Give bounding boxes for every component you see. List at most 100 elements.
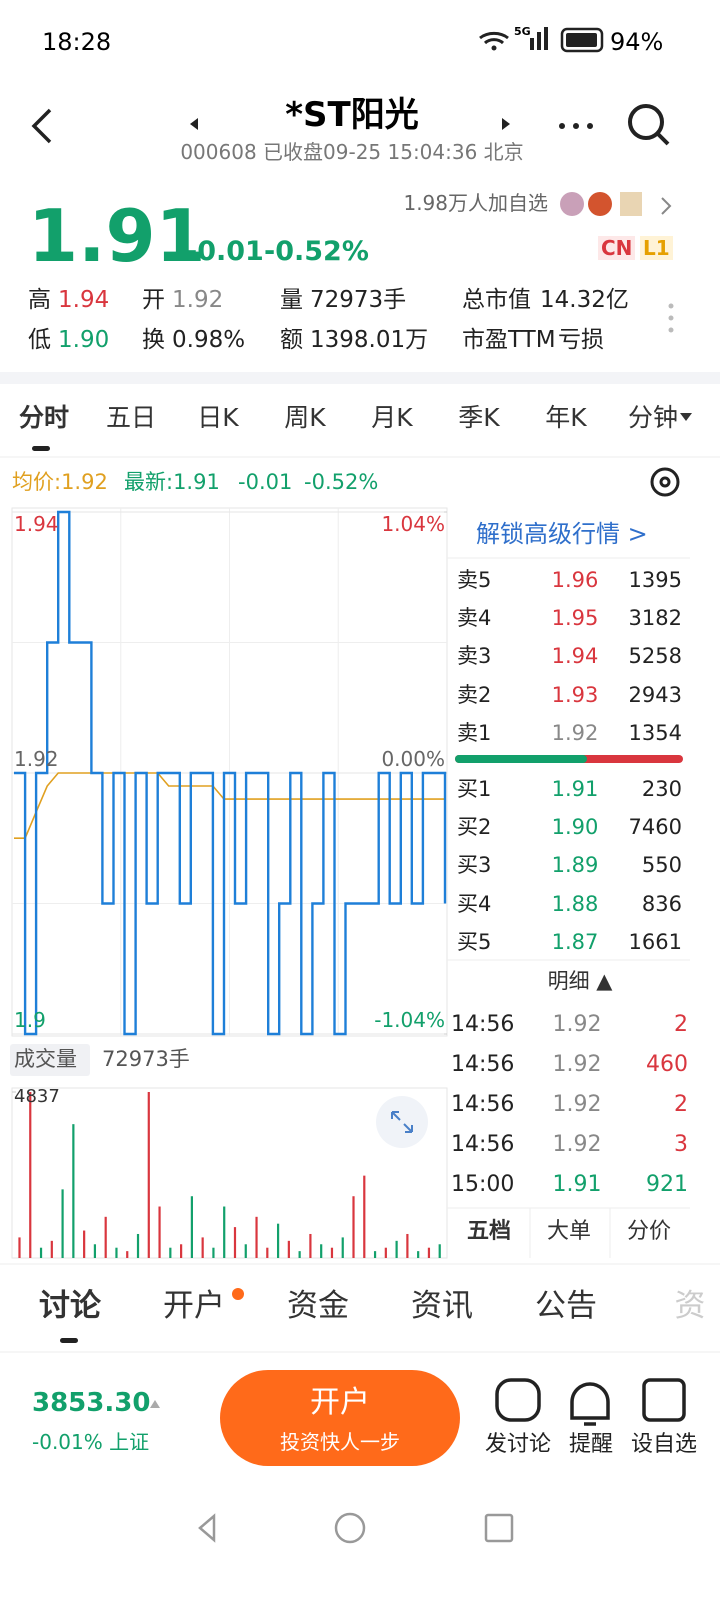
more-dot[interactable]: [587, 123, 593, 129]
stock-title: *ST阳光: [285, 95, 419, 135]
avatar: [560, 192, 584, 216]
legend-change: -0.01: [238, 470, 293, 494]
volume-bar: [158, 1206, 161, 1258]
book-price: 1.91: [551, 777, 599, 801]
volume-bar: [126, 1251, 129, 1258]
trade-time: 14:56: [451, 1092, 515, 1117]
period-tab[interactable]: 周K: [284, 403, 326, 432]
avatar: [620, 192, 642, 216]
volume-bar: [223, 1206, 226, 1258]
period-tab[interactable]: 分钟: [627, 403, 679, 432]
stat-value: 1.90: [58, 327, 110, 353]
content-tab[interactable]: 公告: [535, 1288, 597, 1324]
stat-value: 1398.01万: [310, 327, 429, 353]
prev-arrow[interactable]: [190, 118, 198, 130]
period-tab[interactable]: 五日: [105, 403, 157, 432]
settings-icon[interactable]: [650, 467, 680, 497]
book-price: 1.93: [551, 682, 599, 707]
content-tab[interactable]: 资讯: [411, 1288, 473, 1324]
book-volume: 1395: [628, 568, 682, 592]
volume-tick-label: 4837: [14, 1086, 60, 1107]
book-volume: 7460: [628, 815, 682, 840]
settings-core: [659, 476, 671, 488]
content-tab[interactable]: 开户: [163, 1288, 225, 1324]
book-price: 1.96: [551, 568, 599, 592]
cta-button[interactable]: [220, 1370, 460, 1466]
period-tab[interactable]: 年K: [545, 403, 587, 432]
discuss-icon[interactable]: [495, 1378, 541, 1422]
content-tab[interactable]: 讨论: [39, 1288, 101, 1324]
stat-value: 亏损: [558, 327, 604, 353]
wifi: [491, 45, 497, 51]
chevron[interactable]: [661, 197, 672, 215]
trades-title: 明细 ▲: [547, 969, 613, 993]
expand-button[interactable]: [376, 1096, 428, 1148]
volume-bar: [72, 1124, 75, 1258]
watch-icon[interactable]: [642, 1378, 686, 1422]
nav-back[interactable]: [198, 1513, 216, 1543]
volume-bar: [255, 1216, 258, 1258]
y-tick-label: 1.92: [14, 747, 59, 771]
nav-recent[interactable]: [484, 1513, 514, 1543]
badge: L1: [640, 236, 673, 260]
change-percent: -0.52%: [264, 236, 369, 267]
average-line: [14, 772, 445, 839]
dot: [668, 303, 674, 309]
badge-dot: [232, 1288, 244, 1300]
period-tab[interactable]: 日K: [197, 403, 239, 432]
sub-tab[interactable]: 大单: [546, 1219, 592, 1244]
volume-bar: [190, 1196, 193, 1258]
signal: [530, 38, 534, 50]
volume-bar: [83, 1230, 86, 1258]
next-arrow[interactable]: [502, 118, 510, 130]
volume-bar: [104, 1216, 107, 1258]
content-tab[interactable]: 资金: [287, 1288, 349, 1324]
volume-bar: [330, 1247, 334, 1258]
nav-home[interactable]: [334, 1512, 366, 1544]
more-dot[interactable]: [573, 123, 579, 129]
book-price: 1.92: [551, 720, 599, 745]
action-label[interactable]: 提醒: [568, 1432, 614, 1457]
volume-bar: [384, 1247, 387, 1258]
volume-bar: [427, 1247, 431, 1258]
battery: [560, 27, 604, 53]
stat-value: 0.98%: [172, 327, 246, 353]
period-tab[interactable]: 季K: [458, 403, 500, 432]
book-label: 卖4: [457, 606, 492, 631]
unlock-link[interactable]: 解锁高级行情 >: [476, 520, 648, 548]
divider: [0, 372, 720, 384]
content-tab[interactable]: 资: [674, 1288, 706, 1324]
sub-tab[interactable]: 分价: [626, 1219, 672, 1244]
price-line: [14, 510, 447, 1036]
trade-price: 1.91: [552, 1172, 602, 1197]
sub-tab[interactable]: 五档: [466, 1219, 512, 1244]
book-volume: 836: [641, 891, 682, 916]
book-volume: 1354: [628, 720, 682, 745]
volume-bar: [438, 1244, 441, 1258]
dropdown-arrow: [680, 413, 692, 421]
action-label[interactable]: 发讨论: [484, 1432, 552, 1457]
volume-bar: [180, 1244, 183, 1258]
period-tab[interactable]: 分时: [18, 403, 70, 432]
period-tab[interactable]: 月K: [371, 403, 413, 432]
bell-icon[interactable]: [570, 1382, 610, 1426]
signal: [537, 32, 541, 50]
y2-tick-label: 0.00%: [381, 747, 445, 771]
back-icon[interactable]: [31, 108, 52, 144]
volume-bar: [298, 1251, 301, 1258]
more-dot[interactable]: [559, 123, 565, 129]
volume-bar: [61, 1189, 64, 1258]
trade-price: 1.92: [552, 1132, 602, 1157]
volume-bar: [395, 1240, 398, 1258]
stock-subtitle: 000608 已收盘09-25 15:04:36 北京: [180, 140, 524, 164]
dot: [668, 327, 674, 333]
cta-subtitle[interactable]: 投资快人一步: [280, 1430, 400, 1454]
book-label: 买5: [457, 929, 492, 954]
book-price: 1.94: [551, 644, 599, 669]
stat-label: 市盈TTM: [462, 327, 556, 353]
action-label[interactable]: 设自选: [630, 1432, 698, 1457]
cta-title[interactable]: 开户: [310, 1385, 370, 1420]
volume-bar: [39, 1247, 43, 1258]
search-icon[interactable]: [628, 104, 664, 140]
